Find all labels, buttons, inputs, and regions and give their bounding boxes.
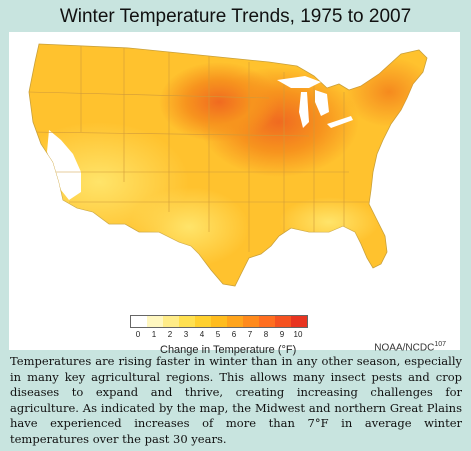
legend-swatch-2: [163, 316, 179, 327]
legend-tick: 3: [183, 330, 189, 339]
legend-tick: 1: [151, 330, 157, 339]
legend-swatch-7: [243, 316, 259, 327]
color-legend: 0 1 2 3 4 5 6 7 8 9 10: [130, 315, 308, 339]
lake-huron: [315, 90, 329, 116]
map-panel: 0 1 2 3 4 5 6 7 8 9 10 Change in Tempera…: [9, 32, 460, 356]
legend-color-bar: [130, 315, 308, 328]
legend-tick: 0: [135, 330, 141, 339]
map-caption: Temperatures are rising faster in winter…: [10, 354, 462, 446]
source-reference: 107: [434, 341, 446, 348]
lake-superior: [277, 76, 321, 88]
legend-tick: 2: [167, 330, 173, 339]
texas-cooler-zone: [129, 187, 249, 267]
legend-swatch-10: [291, 316, 307, 327]
legend-tick: 8: [263, 330, 269, 339]
legend-swatch-9: [275, 316, 291, 327]
legend-ticks: 0 1 2 3 4 5 6 7 8 9 10: [130, 330, 308, 339]
source-name: NOAA/NCDC: [374, 342, 435, 354]
us-temperature-map: [28, 43, 428, 287]
source-credit: NOAA/NCDC107: [374, 341, 446, 353]
lake-michigan: [299, 92, 309, 128]
legend-tick: 5: [215, 330, 221, 339]
great-plains-hot-zone: [159, 62, 279, 142]
legend-swatch-3: [179, 316, 195, 327]
legend-tick: 6: [231, 330, 237, 339]
legend-swatch-6: [227, 316, 243, 327]
california-no-change-zone: [47, 130, 81, 200]
legend-tick: 7: [247, 330, 253, 339]
legend-tick: 10: [293, 330, 303, 339]
legend-swatch-1: [147, 316, 163, 327]
lake-erie: [327, 116, 353, 128]
legend-swatch-0: [131, 316, 147, 327]
legend-tick: 4: [199, 330, 205, 339]
legend-swatch-4: [195, 316, 211, 327]
legend-swatch-5: [211, 316, 227, 327]
map-title: Winter Temperature Trends, 1975 to 2007: [59, 6, 412, 27]
northeast-warm-zone: [344, 57, 427, 127]
southeast-cooler-zone: [279, 197, 379, 247]
state-boundaries: [29, 46, 369, 252]
legend-title: Change in Temperature (°F): [160, 344, 297, 356]
legend-tick: 9: [279, 330, 285, 339]
legend-swatch-8: [259, 316, 275, 327]
